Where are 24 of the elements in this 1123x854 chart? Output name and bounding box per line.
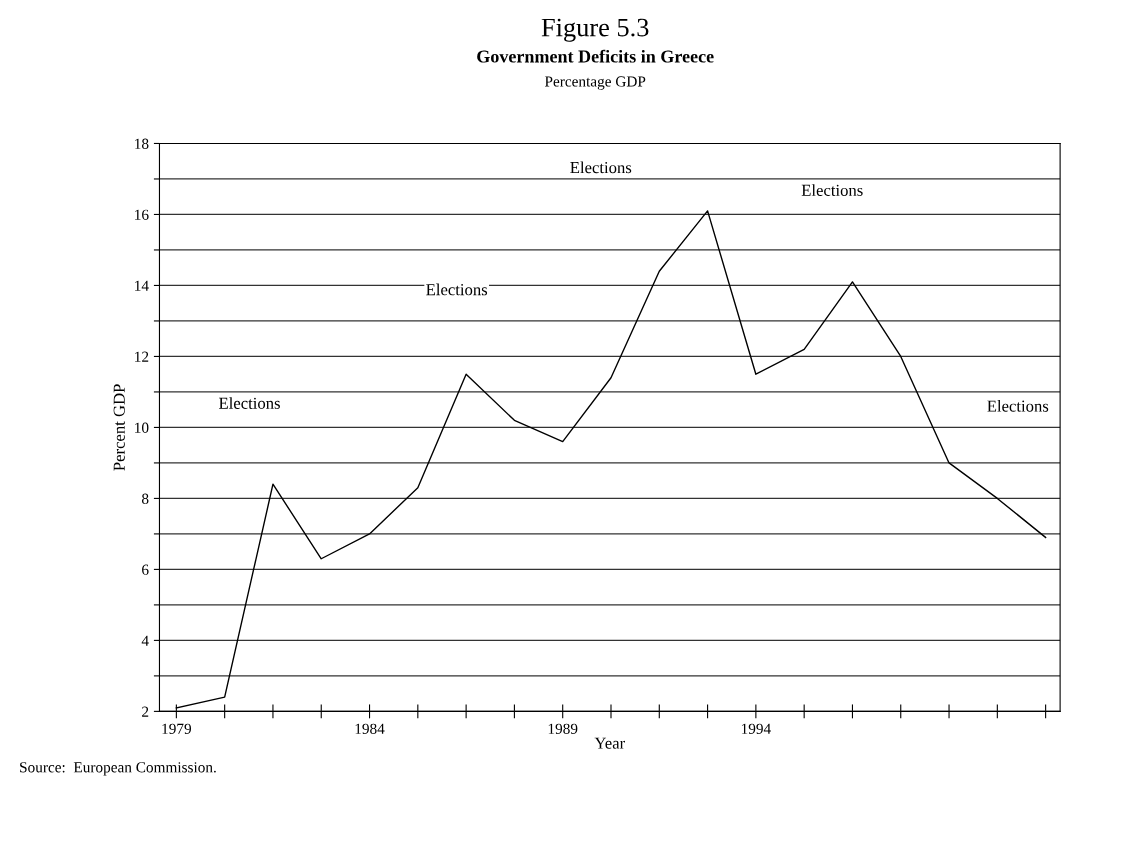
text: Percentage GDP (544, 76, 646, 90)
y-tick-label: 6 (142, 564, 149, 575)
x-tick-label: 1989 (548, 723, 578, 734)
x-axis-title: Year (594, 737, 625, 749)
y-tick-label: 10 (135, 422, 149, 433)
y-tick-label: 12 (135, 351, 149, 362)
y-tick-label: 4 (141, 635, 149, 646)
annotation: Elections (426, 283, 488, 296)
annotation: Elections (987, 399, 1049, 412)
y-tick-label: 2 (142, 706, 149, 717)
annotation: Elections (219, 397, 280, 409)
y-axis-title: Percent GDP (113, 384, 125, 471)
y-tick-label: 8 (141, 493, 149, 504)
chart-subtitle: Government Deficits in Greece (477, 49, 714, 63)
x-tick-label: 1979 (162, 723, 192, 734)
annotation: Elections (801, 184, 863, 196)
y-tick-label: 16 (135, 209, 149, 220)
y-tick-label: 14 (135, 280, 149, 291)
x-tick-label: 1984 (355, 723, 385, 734)
source-note: Source: European Commission. (20, 762, 216, 776)
x-tick-label: 1994 (741, 723, 771, 734)
y-tick-label: 18 (135, 138, 149, 149)
annotation: Elections (570, 161, 632, 174)
chart-title: Figure 5.3 (541, 18, 649, 42)
